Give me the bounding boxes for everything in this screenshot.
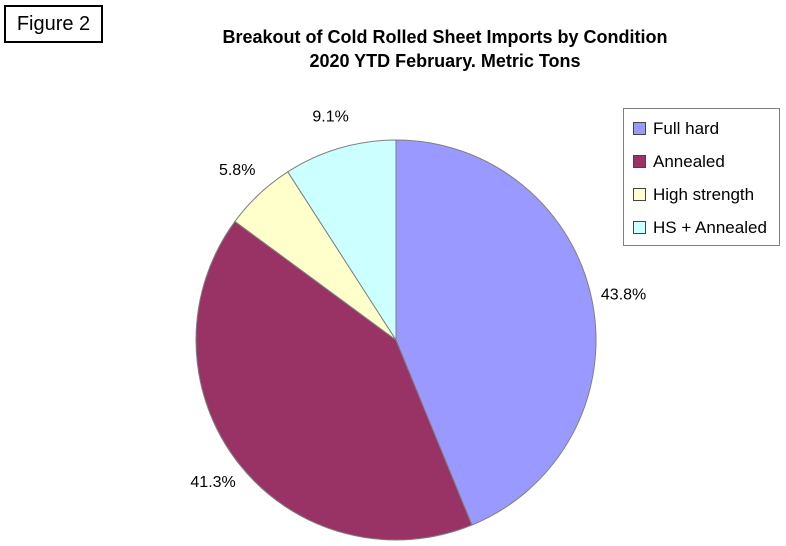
pie-slice-full-hard [395,139,597,526]
legend-item-hs-annealed: HS + Annealed [624,211,779,244]
chart-title-line1: Breakout of Cold Rolled Sheet Imports by… [222,27,668,47]
legend: Full hard Annealed High strength HS + Annea… [623,108,780,246]
pie-value-label-hs-annealed: 9.1% [312,109,348,126]
legend-label-annealed: Annealed [653,151,725,171]
legend-swatch-annealed [633,155,646,168]
legend-item-annealed: Annealed [624,145,779,178]
pie-value-label-annealed: 41.3% [190,474,235,491]
legend-label-hs-annealed: HS + Annealed [653,217,767,237]
legend-label-full-hard: Full hard [653,118,720,138]
chart-title-line2: 2020 YTD February. Metric Tons [309,51,581,71]
legend-label-high-strength: High strength [653,184,755,204]
pie-slice-annealed [195,220,473,541]
legend-item-full-hard: Full hard [624,112,779,145]
pie-slice-hs-annealed [287,139,397,342]
chart-title: Breakout of Cold Rolled Sheet Imports by… [145,25,745,73]
legend-swatch-hs-annealed [633,221,646,234]
legend-item-high-strength: High strength [624,178,779,211]
pie-value-label-full-hard: 43.8% [601,286,646,303]
legend-swatch-high-strength [633,188,646,201]
legend-swatch-full-hard [633,122,646,135]
pie-value-label-high-strength: 5.8% [219,162,255,179]
figure-number-label: Figure 2 [4,5,103,43]
